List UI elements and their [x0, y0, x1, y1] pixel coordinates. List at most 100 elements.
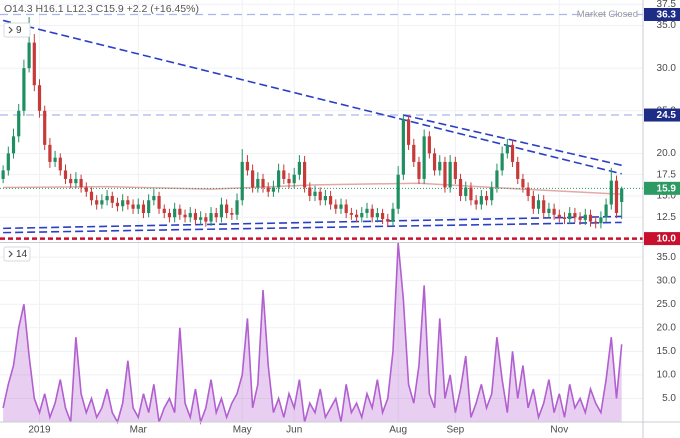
candle-body: [110, 195, 114, 203]
candle-body: [588, 214, 593, 222]
y-tick-label: 5.0: [662, 393, 676, 404]
candle-body: [448, 161, 452, 188]
indicator-line: [2, 242, 623, 426]
candle-body: [349, 213, 353, 215]
candle-body: [209, 213, 213, 222]
candle-body: [568, 213, 572, 219]
candle-body: [464, 187, 468, 196]
candle-body: [251, 170, 255, 188]
candle-body: [100, 200, 104, 205]
candle-body: [95, 200, 99, 205]
candle-body: [505, 144, 509, 154]
candle-body: [271, 187, 276, 192]
candle-body: [277, 170, 281, 188]
price-tag-label: 15.9: [657, 183, 677, 194]
candle-body: [282, 170, 286, 179]
trendline: [3, 221, 622, 234]
candle-body: [225, 204, 229, 214]
level-note: Market Closed: [577, 9, 638, 20]
candle-body: [542, 200, 546, 214]
candle-body: [417, 161, 421, 179]
candle-body: [292, 174, 296, 184]
candle-body: [620, 188, 624, 202]
candle-body: [406, 119, 411, 145]
y-tick-label: 15.0: [657, 346, 677, 357]
candle-body: [188, 213, 192, 218]
y-tick-label: 35.0: [657, 252, 677, 263]
x-tick-label: Nov: [550, 425, 568, 436]
x-tick-label: Jun: [286, 425, 302, 436]
candle-body: [105, 195, 109, 201]
candle-body: [526, 187, 530, 196]
candle-body: [1, 170, 5, 179]
candle-body: [313, 191, 317, 196]
candle-body: [510, 144, 515, 162]
candle-body: [27, 42, 31, 69]
candle-body: [536, 200, 541, 209]
candle-body: [297, 161, 302, 175]
price-tag-label: 24.5: [657, 110, 677, 121]
candle-body: [235, 200, 239, 215]
candle-body: [370, 208, 374, 218]
x-tick-label: Mar: [130, 425, 148, 436]
candle-body: [490, 187, 494, 201]
candle-body: [531, 195, 535, 209]
candle-body: [214, 213, 218, 218]
candle-body: [500, 153, 504, 171]
candle-body: [453, 161, 457, 179]
candle-body: [557, 214, 561, 218]
pane-label: 9: [16, 25, 22, 36]
x-tick-label: 2019: [28, 425, 51, 436]
candle-body: [157, 195, 161, 209]
candle-body: [261, 178, 265, 188]
candle-body: [79, 178, 83, 188]
candle-body: [516, 161, 520, 179]
candle-body: [427, 136, 431, 154]
x-tick-label: Sep: [446, 425, 464, 436]
candle-body: [22, 68, 26, 111]
candle-body: [583, 214, 587, 220]
upper-grid: [0, 0, 643, 422]
price-tag-label: 10.0: [657, 234, 677, 245]
x-tick-label: May: [233, 425, 252, 436]
candle-body: [380, 213, 385, 219]
candle-body: [495, 170, 499, 188]
candle-body: [344, 204, 348, 214]
candle-body: [11, 136, 16, 154]
candle-body: [256, 178, 260, 188]
candle-body: [115, 202, 120, 207]
candle-body: [147, 200, 151, 214]
y-tick-label: 25.0: [657, 299, 677, 310]
candle-body: [48, 144, 52, 162]
candle-body: [479, 195, 483, 205]
pane-label-box: [3, 22, 31, 38]
candle-body: [386, 218, 390, 222]
candle-body: [609, 180, 613, 205]
candle-body: [318, 191, 322, 201]
candle-body: [230, 213, 234, 215]
candle-body: [396, 174, 400, 209]
candle-body: [173, 208, 177, 218]
candle-body: [443, 161, 447, 188]
candle-body: [365, 208, 369, 214]
candle-body: [474, 200, 478, 205]
y-tick-label: 30.0: [657, 63, 677, 74]
candle-body: [126, 200, 130, 205]
candle-body: [136, 204, 140, 209]
candle-body: [328, 195, 333, 205]
candle-body: [121, 200, 125, 207]
candle-body: [6, 153, 10, 171]
candle-body: [17, 110, 21, 137]
candle-body: [552, 208, 556, 215]
candle-body: [360, 213, 364, 218]
candle-body: [422, 136, 426, 179]
x-tick-label: Aug: [389, 425, 407, 436]
candle-body: [58, 157, 62, 171]
candle-body: [323, 195, 327, 201]
candle-body: [219, 204, 224, 218]
pane-label: 14: [16, 249, 28, 260]
y-tick-label: 35.0: [657, 20, 677, 31]
candle-body: [63, 170, 68, 179]
candle-body: [412, 144, 416, 162]
